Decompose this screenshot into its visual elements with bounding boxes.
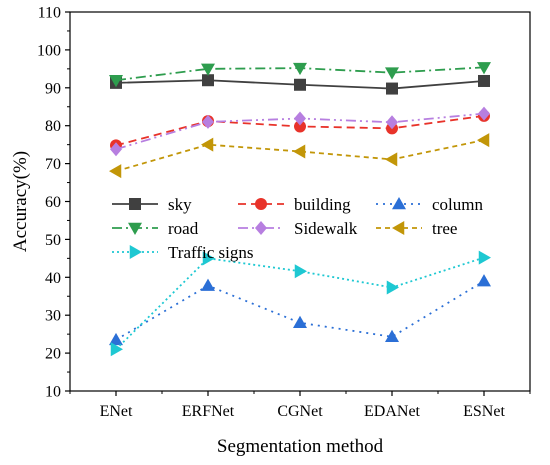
data-point: [202, 74, 214, 87]
legend-marker: [128, 222, 142, 235]
data-point: [202, 114, 214, 129]
data-point: [386, 82, 398, 95]
x-tick-label: ESNet: [463, 403, 505, 420]
y-tick-label: 50: [45, 232, 61, 249]
x-tick-label: ERFNet: [182, 403, 235, 420]
legend-label: Sidewalk: [294, 219, 358, 238]
data-point: [293, 62, 307, 76]
y-tick-label: 30: [45, 308, 61, 325]
data-point: [477, 62, 491, 75]
data-point: [201, 137, 214, 152]
legend-marker: [392, 221, 405, 235]
series-lines: [109, 62, 491, 357]
data-point: [293, 144, 306, 159]
data-point: [477, 274, 491, 287]
data-point: [386, 115, 398, 130]
data-point: [385, 67, 399, 80]
y-tick-label: 40: [45, 270, 61, 287]
series-sky: [110, 74, 490, 95]
series-road: [109, 62, 491, 88]
y-tick-label: 100: [37, 42, 61, 59]
axes: 10 20 30 40 50 60 70 80 90 100 110 ENet ERFNet CGNet E…: [37, 5, 531, 420]
legend-marker: [255, 221, 267, 235]
legend-label: road: [168, 219, 199, 238]
y-tick-label: 70: [45, 156, 61, 173]
legend-item: Traffic signs: [112, 243, 253, 262]
data-point: [293, 315, 307, 329]
legend-marker: [255, 198, 267, 210]
series-tree: [109, 133, 490, 179]
data-point: [202, 251, 215, 266]
data-point: [294, 78, 306, 91]
data-point: [110, 142, 122, 157]
data-point: [201, 63, 215, 76]
y-tick-label: 10: [45, 384, 61, 401]
series-column: [109, 274, 491, 346]
y-tick-label: 90: [45, 80, 61, 97]
data-point: [201, 278, 215, 291]
data-point: [386, 280, 399, 295]
legend-item: tree: [376, 219, 457, 238]
data-point: [385, 152, 398, 167]
legend-item: building: [238, 195, 351, 214]
series-line: [115, 280, 485, 341]
data-point: [477, 133, 490, 148]
legend-item: Sidewalk: [238, 219, 358, 238]
data-point: [109, 332, 123, 346]
x-tick-label: ENet: [100, 403, 133, 420]
data-point: [109, 164, 122, 179]
legend-item: sky: [112, 195, 192, 214]
data-point: [294, 264, 307, 279]
data-point: [385, 329, 399, 343]
series-line: [115, 256, 485, 350]
data-point: [478, 106, 490, 121]
series-traffic-signs: [110, 250, 491, 357]
legend-marker: [129, 245, 142, 259]
data-point: [109, 74, 123, 88]
legend: sky building column road Sidewalk tree Traffic…: [112, 195, 483, 262]
data-point: [294, 120, 306, 133]
data-point: [478, 250, 491, 265]
data-point: [110, 342, 123, 357]
legend-label: Traffic signs: [168, 243, 253, 262]
series-sidewalk: [110, 106, 490, 157]
y-tick-label: 60: [45, 194, 61, 211]
series-line: [115, 139, 485, 173]
legend-marker: [129, 198, 141, 210]
legend-label: sky: [168, 195, 192, 214]
legend-marker: [392, 197, 406, 210]
y-tick-label: 20: [45, 346, 61, 363]
data-point: [478, 74, 490, 87]
y-tick-label: 110: [38, 5, 61, 22]
x-tick-label: CGNet: [277, 403, 323, 420]
y-axis-label: Accuracy(%): [10, 151, 31, 252]
x-axis-label: Segmentation method: [217, 436, 384, 457]
data-point: [294, 111, 306, 126]
x-tick-label: EDANet: [364, 403, 421, 420]
legend-label: column: [432, 195, 483, 214]
legend-label: tree: [432, 219, 457, 238]
legend-item: column: [376, 195, 483, 214]
legend-label: building: [294, 195, 351, 214]
y-tick-label: 80: [45, 118, 61, 135]
legend-item: road: [112, 219, 199, 238]
